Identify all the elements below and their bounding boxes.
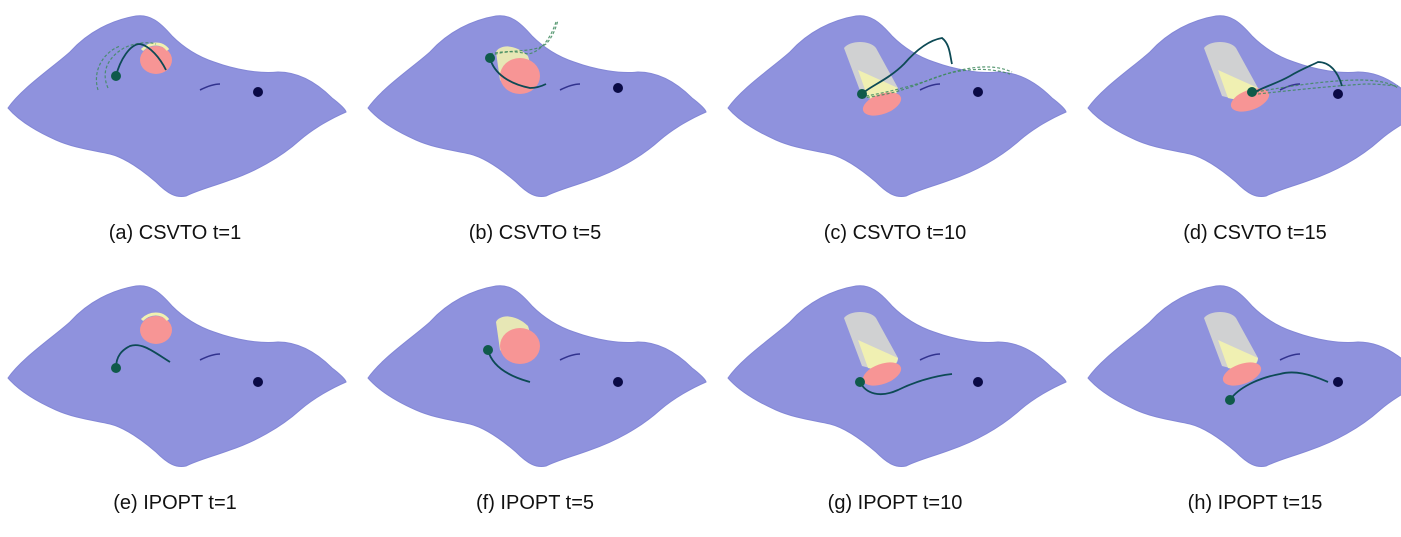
obstacle-yellow (1218, 340, 1258, 370)
terrain-surface (7, 285, 347, 467)
terrain-surface (367, 285, 707, 467)
planned-trajectory (115, 43, 167, 77)
obstacle-red (500, 328, 540, 364)
goal-marker (1333, 89, 1343, 99)
start-marker (1247, 87, 1257, 97)
panel-caption: (d) CSVTO t=15 (1183, 222, 1327, 244)
planned-trajectory (1251, 61, 1343, 95)
panel-e: (e) IPOPT t=1 (0, 270, 350, 537)
goal-marker (1333, 377, 1343, 387)
goal-marker (253, 377, 263, 387)
sample-trajectory (861, 68, 1011, 99)
terrain-ridge (199, 353, 221, 361)
planned-trajectory (1229, 371, 1329, 401)
obstacle-red (1222, 362, 1262, 386)
sample-trajectory (1255, 79, 1399, 93)
goal-marker (613, 377, 623, 387)
obstacle-top (140, 312, 170, 322)
terrain-ridge (559, 83, 581, 91)
panel-caption: (b) CSVTO t=5 (468, 222, 602, 244)
panel-caption: (g) IPOPT t=10 (827, 492, 963, 514)
obstacle-red (862, 92, 902, 116)
start-marker (1225, 395, 1235, 405)
terrain-ridge (919, 353, 941, 361)
obstacle-red (862, 362, 902, 386)
planned-trajectory (489, 57, 547, 89)
planned-trajectory (859, 373, 953, 396)
surface-plot (1087, 15, 1401, 197)
terrain-ridge (559, 353, 581, 361)
panel-caption: (a) CSVTO t=1 (108, 222, 242, 244)
obstacle-red (140, 316, 172, 344)
surface-plot (727, 15, 1067, 197)
panel-g: (g) IPOPT t=10 (720, 270, 1070, 537)
surface-plot (727, 285, 1067, 467)
sample-trajectory (104, 42, 157, 89)
start-marker (485, 53, 495, 63)
terrain-ridge (1279, 83, 1301, 91)
sample-trajectory (865, 66, 1013, 97)
panel-caption: (f) IPOPT t=5 (476, 492, 594, 514)
start-marker (855, 377, 865, 387)
terrain-ridge (199, 83, 221, 91)
panel-a: (a) CSVTO t=1 (0, 0, 350, 267)
start-marker (483, 345, 493, 355)
surface-plot (367, 15, 707, 197)
planned-trajectory (115, 344, 171, 369)
panel-c: (c) CSVTO t=10 (720, 0, 1070, 267)
terrain-ridge (919, 83, 941, 91)
goal-marker (253, 87, 263, 97)
panel-caption: (h) IPOPT t=15 (1187, 492, 1323, 514)
goal-marker (973, 87, 983, 97)
terrain-surface (7, 15, 347, 197)
panel-b: (b) CSVTO t=5 (360, 0, 710, 267)
panel-h: (h) IPOPT t=15 (1080, 270, 1401, 537)
surface-plot (367, 285, 707, 467)
goal-marker (613, 83, 623, 93)
obstacle-yellow (858, 340, 898, 370)
start-marker (111, 71, 121, 81)
start-marker (111, 363, 121, 373)
goal-marker (973, 377, 983, 387)
surface-plot (7, 285, 347, 467)
panel-caption: (c) CSVTO t=10 (823, 222, 967, 244)
surface-plot (1087, 285, 1401, 467)
panel-d: (d) CSVTO t=15 (1080, 0, 1401, 267)
terrain-surface (367, 15, 707, 197)
panel-f: (f) IPOPT t=5 (360, 270, 710, 537)
terrain-ridge (1279, 353, 1301, 361)
obstacle-red (500, 58, 540, 94)
start-marker (857, 89, 867, 99)
planned-trajectory (861, 37, 953, 95)
sample-trajectory (489, 19, 559, 57)
sample-trajectory (489, 21, 557, 55)
surface-plot (7, 15, 347, 197)
panel-caption: (e) IPOPT t=1 (113, 492, 237, 514)
